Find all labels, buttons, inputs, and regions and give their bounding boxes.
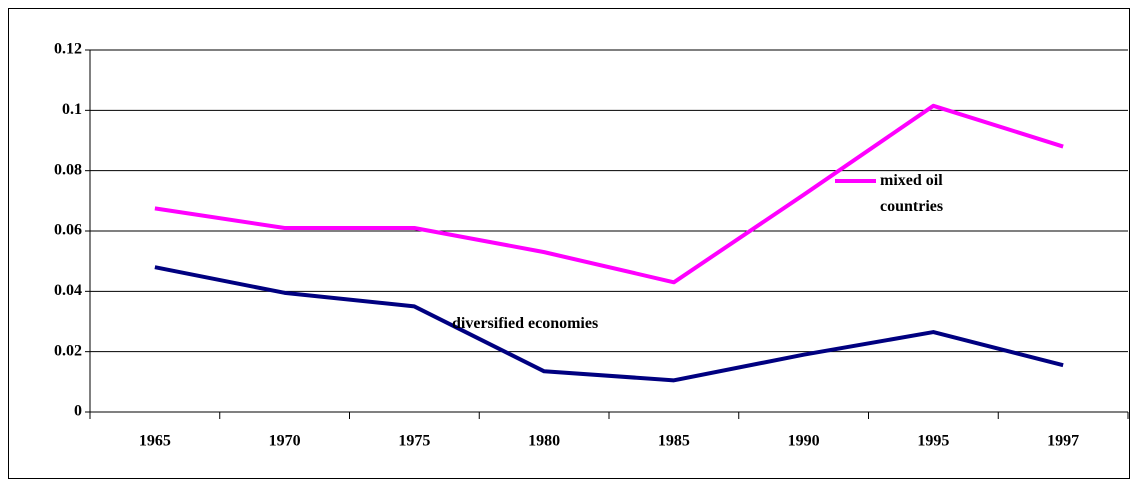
series-label: diversified economies bbox=[452, 315, 599, 332]
series-line bbox=[154, 265, 1064, 383]
x-tick-label: 1975 bbox=[398, 433, 430, 450]
series-label: mixed oil countries bbox=[880, 172, 944, 215]
x-tick-label: 1980 bbox=[528, 433, 560, 450]
y-tick-label: 0 bbox=[74, 403, 82, 420]
series-line bbox=[154, 103, 1064, 285]
y-tick-label: 0.06 bbox=[54, 222, 82, 239]
x-tick-label: 1985 bbox=[658, 433, 690, 450]
y-tick-label: 0.08 bbox=[54, 161, 82, 178]
x-tick-label: 1990 bbox=[788, 433, 820, 450]
x-tick-label: 1965 bbox=[139, 433, 171, 450]
y-tick-label: 0.02 bbox=[54, 342, 82, 359]
x-tick-label: 1997 bbox=[1047, 433, 1079, 450]
y-tick-label: 0.1 bbox=[62, 101, 82, 118]
y-tick-label: 0.04 bbox=[54, 282, 82, 299]
x-tick-label: 1970 bbox=[269, 433, 301, 450]
frame bbox=[8, 8, 1130, 479]
x-tick-label: 1995 bbox=[917, 433, 949, 450]
y-tick-label: 0.12 bbox=[54, 41, 82, 58]
